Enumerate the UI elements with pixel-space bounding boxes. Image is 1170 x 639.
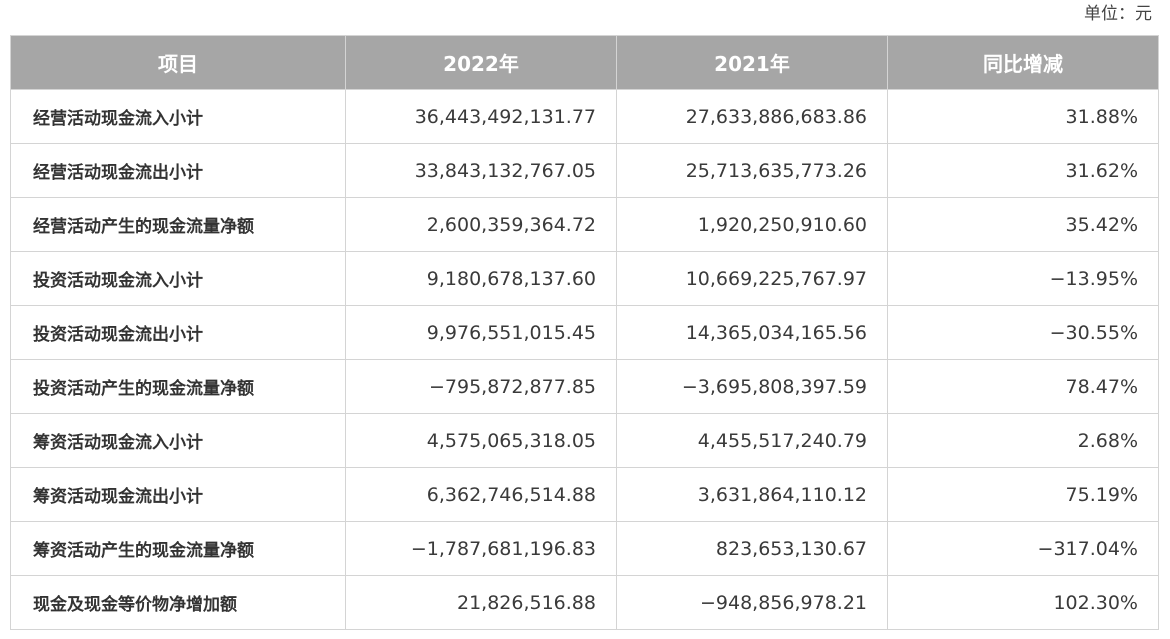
table-row: 经营活动产生的现金流量净额 2,600,359,364.72 1,920,250… (10, 197, 1159, 252)
row-2022-value: −795,872,877.85 (345, 359, 617, 414)
row-item: 筹资活动现金流入小计 (10, 413, 346, 468)
row-yoy-change: 2.68% (887, 413, 1159, 468)
row-item: 投资活动现金流出小计 (10, 305, 346, 360)
row-yoy-change: −30.55% (887, 305, 1159, 360)
row-2022-value: 2,600,359,364.72 (345, 197, 617, 252)
row-2021-value: 1,920,250,910.60 (616, 197, 888, 252)
row-item: 经营活动现金流出小计 (10, 143, 346, 198)
header-item: 项目 (10, 35, 346, 90)
table-row: 投资活动现金流出小计 9,976,551,015.45 14,365,034,1… (10, 305, 1159, 360)
row-2022-value: 9,180,678,137.60 (345, 251, 617, 306)
row-2021-value: 4,455,517,240.79 (616, 413, 888, 468)
row-2022-value: 4,575,065,318.05 (345, 413, 617, 468)
row-yoy-change: 31.88% (887, 89, 1159, 144)
row-item: 经营活动现金流入小计 (10, 89, 346, 144)
row-2022-value: 33,843,132,767.05 (345, 143, 617, 198)
row-2021-value: 823,653,130.67 (616, 521, 888, 576)
row-2022-value: 21,826,516.88 (345, 575, 617, 630)
header-2021: 2021年 (616, 35, 888, 90)
row-2021-value: −948,856,978.21 (616, 575, 888, 630)
row-2021-value: −3,695,808,397.59 (616, 359, 888, 414)
row-2021-value: 14,365,034,165.56 (616, 305, 888, 360)
row-2021-value: 10,669,225,767.97 (616, 251, 888, 306)
row-2022-value: −1,787,681,196.83 (345, 521, 617, 576)
row-item: 筹资活动产生的现金流量净额 (10, 521, 346, 576)
row-2021-value: 3,631,864,110.12 (616, 467, 888, 522)
row-2021-value: 27,633,886,683.86 (616, 89, 888, 144)
row-item: 经营活动产生的现金流量净额 (10, 197, 346, 252)
table-header: 项目 2022年 2021年 同比增减 (10, 35, 1159, 90)
table-body: 经营活动现金流入小计 36,443,492,131.77 27,633,886,… (10, 89, 1159, 630)
row-item: 投资活动现金流入小计 (10, 251, 346, 306)
row-item: 投资活动产生的现金流量净额 (10, 359, 346, 414)
table-row: 经营活动现金流入小计 36,443,492,131.77 27,633,886,… (10, 89, 1159, 144)
row-2022-value: 36,443,492,131.77 (345, 89, 617, 144)
header-row: 项目 2022年 2021年 同比增减 (10, 35, 1159, 90)
row-2022-value: 9,976,551,015.45 (345, 305, 617, 360)
row-item: 筹资活动现金流出小计 (10, 467, 346, 522)
row-2022-value: 6,362,746,514.88 (345, 467, 617, 522)
header-yoy-change: 同比增减 (887, 35, 1159, 90)
row-yoy-change: −13.95% (887, 251, 1159, 306)
table-row: 投资活动现金流入小计 9,180,678,137.60 10,669,225,7… (10, 251, 1159, 306)
row-yoy-change: 35.42% (887, 197, 1159, 252)
table-row: 筹资活动现金流出小计 6,362,746,514.88 3,631,864,11… (10, 467, 1159, 522)
table-row: 现金及现金等价物净增加额 21,826,516.88 −948,856,978.… (10, 575, 1159, 630)
row-yoy-change: 78.47% (887, 359, 1159, 414)
row-item: 现金及现金等价物净增加额 (10, 575, 346, 630)
unit-label: 单位：元 (1084, 4, 1152, 24)
row-2021-value: 25,713,635,773.26 (616, 143, 888, 198)
row-yoy-change: 102.30% (887, 575, 1159, 630)
row-yoy-change: 75.19% (887, 467, 1159, 522)
table-row: 投资活动产生的现金流量净额 −795,872,877.85 −3,695,808… (10, 359, 1159, 414)
header-2022: 2022年 (345, 35, 617, 90)
table-row: 经营活动现金流出小计 33,843,132,767.05 25,713,635,… (10, 143, 1159, 198)
row-yoy-change: −317.04% (887, 521, 1159, 576)
cash-flow-table: 项目 2022年 2021年 同比增减 经营活动现金流入小计 36,443,49… (10, 35, 1159, 630)
row-yoy-change: 31.62% (887, 143, 1159, 198)
table-row: 筹资活动产生的现金流量净额 −1,787,681,196.83 823,653,… (10, 521, 1159, 576)
table-row: 筹资活动现金流入小计 4,575,065,318.05 4,455,517,24… (10, 413, 1159, 468)
